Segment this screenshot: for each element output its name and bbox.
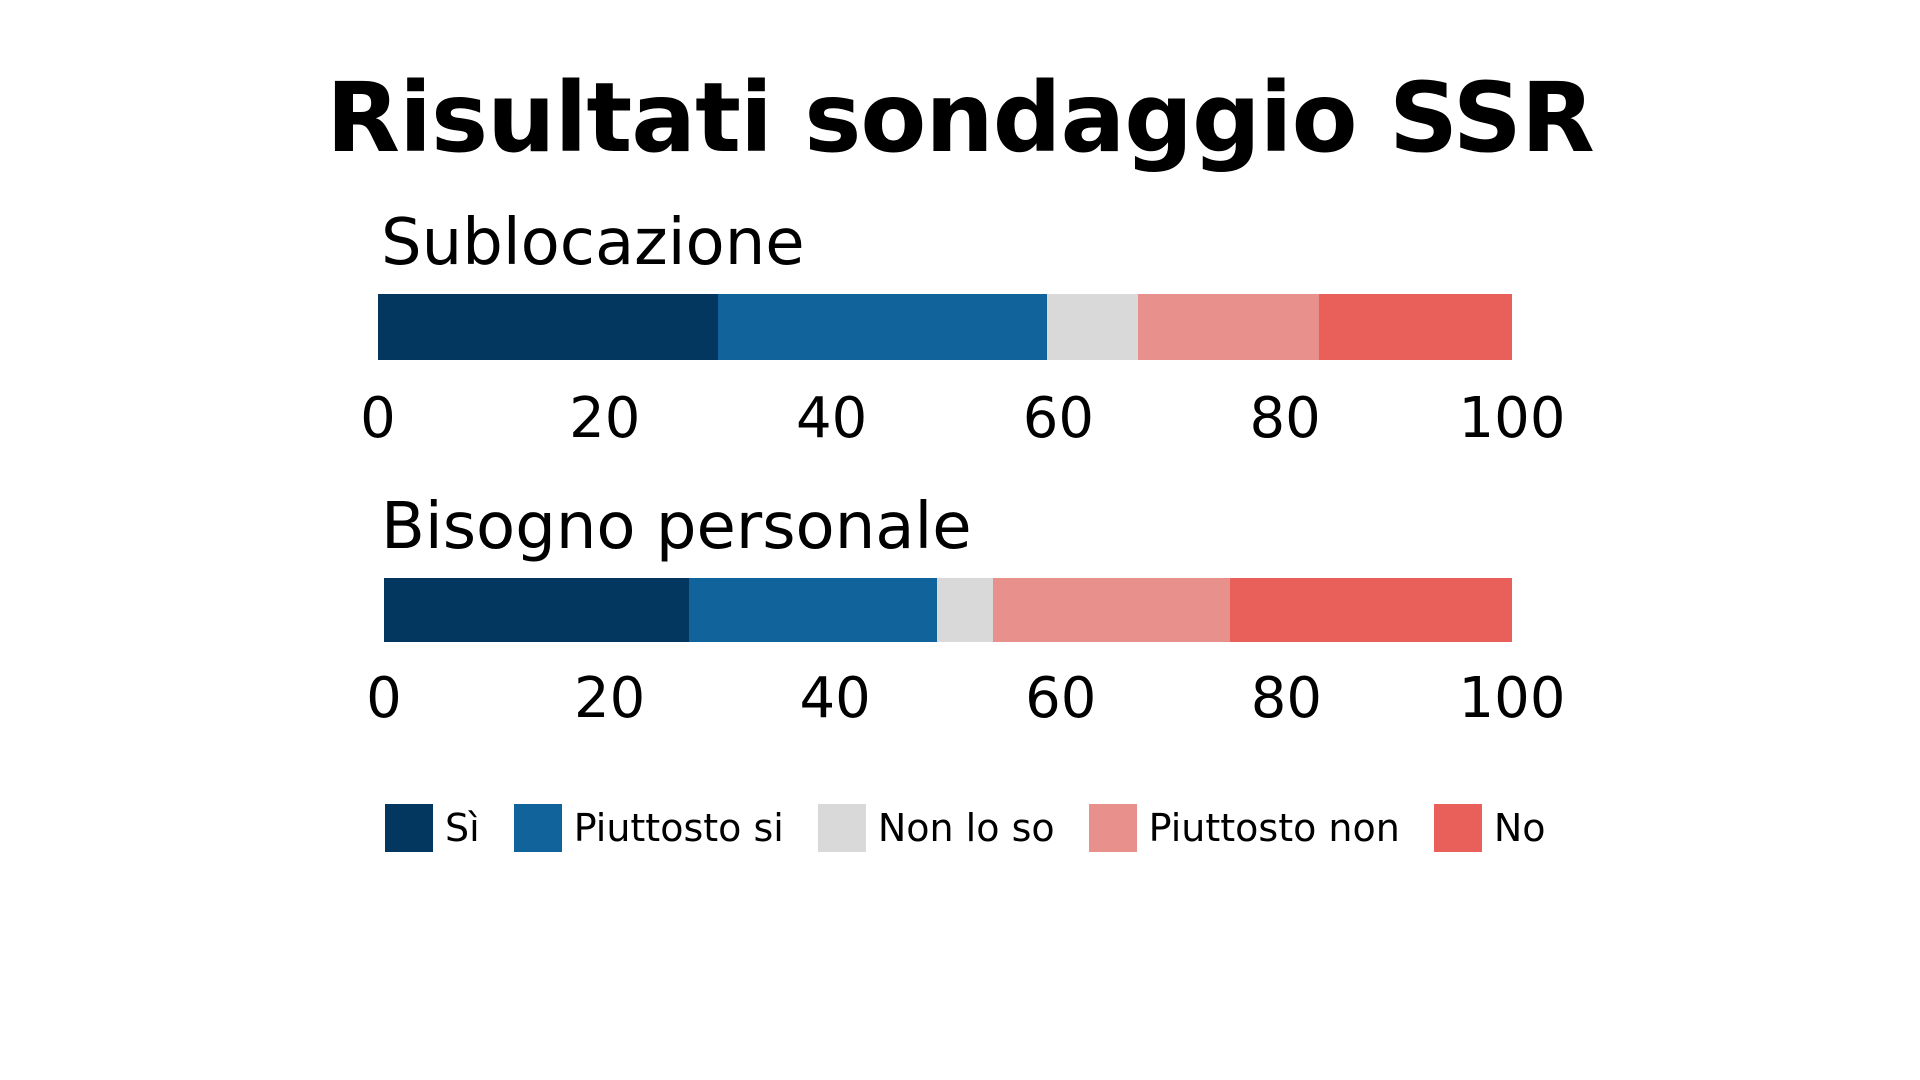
x-tick-label: 100 [1458, 666, 1566, 731]
legend-label: Piuttosto si [573, 806, 784, 850]
legend-item: Piuttosto si [513, 804, 784, 852]
x-axis-bisogno-personale: 0 20 40 60 80 100 [366, 666, 1565, 736]
chart-legend: Sì Piuttosto si Non lo so Piuttosto non No [385, 800, 1580, 856]
x-tick-label: 80 [1250, 666, 1323, 731]
legend-item: Sì [385, 804, 480, 852]
x-tick-label: 60 [1022, 386, 1095, 451]
legend-label: Non lo so [877, 806, 1055, 850]
x-tick-label: 20 [569, 386, 641, 451]
x-tick-label: 60 [1025, 666, 1097, 731]
chart-title: Risultati sondaggio SSR [326, 62, 1595, 174]
bar-segment-1 [378, 294, 719, 360]
legend-swatch [817, 804, 866, 852]
bar-segment-5 [1230, 578, 1512, 642]
chart-label-bisogno-personale: Bisogno personale [381, 490, 972, 564]
bar-segment-4 [993, 578, 1230, 642]
bar-segment-3 [936, 578, 994, 642]
x-tick-label: 40 [799, 666, 871, 731]
bar-segment-1 [384, 578, 689, 642]
bar-segment-3 [1047, 294, 1138, 360]
legend-item: No [1433, 804, 1546, 852]
legend-swatch [513, 804, 562, 852]
legend-label: No [1493, 806, 1546, 850]
bar-segment-2 [718, 294, 1048, 360]
stacked-bar-sublocazione [378, 294, 1512, 360]
x-tick-label: 0 [360, 386, 396, 451]
legend-item: Piuttosto non [1088, 804, 1400, 852]
x-tick-label: 40 [795, 386, 868, 451]
bar-segment-2 [688, 578, 937, 642]
legend-label: Sì [445, 806, 480, 850]
bar-segment-5 [1319, 294, 1512, 360]
x-tick-label: 80 [1249, 386, 1321, 451]
legend-swatch [385, 804, 433, 852]
legend-label: Piuttosto non [1148, 806, 1400, 850]
stacked-bar-bisogno-personale [384, 578, 1512, 642]
x-tick-label: 0 [366, 666, 402, 731]
bar-segment-4 [1137, 294, 1320, 360]
legend-swatch [1088, 804, 1137, 852]
x-tick-label: 100 [1458, 386, 1566, 451]
chart-label-sublocazione: Sublocazione [381, 206, 805, 280]
legend-item: Non lo so [817, 804, 1055, 852]
x-axis-sublocazione: 0 20 40 60 80 100 [360, 386, 1565, 456]
x-tick-label: 20 [573, 666, 646, 731]
legend-swatch [1433, 804, 1482, 852]
